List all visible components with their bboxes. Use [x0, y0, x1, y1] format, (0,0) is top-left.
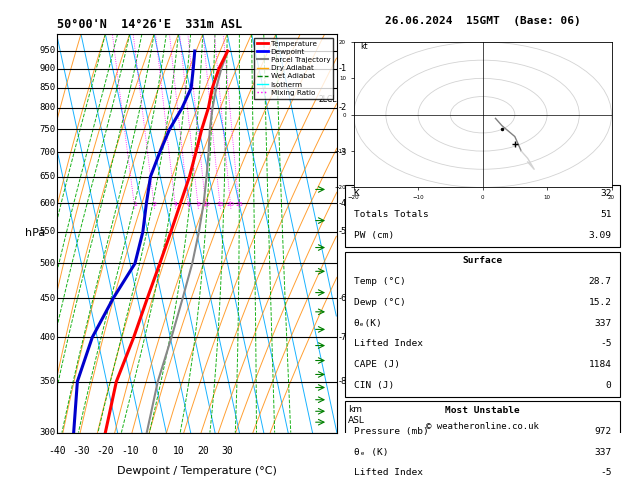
Text: 300: 300 — [39, 428, 55, 437]
Text: θₑ(K): θₑ(K) — [353, 318, 382, 328]
Text: Surface: Surface — [462, 257, 503, 265]
Text: Temp (°C): Temp (°C) — [353, 277, 406, 286]
Text: 20: 20 — [227, 202, 235, 207]
Text: 30: 30 — [221, 447, 233, 456]
Text: -6: -6 — [338, 294, 347, 303]
Text: 2LCL: 2LCL — [318, 95, 337, 104]
Text: -30: -30 — [72, 447, 90, 456]
Text: 10: 10 — [172, 447, 184, 456]
Text: -40: -40 — [48, 447, 65, 456]
Text: 26.06.2024  15GMT  (Base: 06): 26.06.2024 15GMT (Base: 06) — [385, 16, 581, 26]
Text: Pressure (mb): Pressure (mb) — [353, 427, 428, 436]
Text: 50°00'N  14°26'E  331m ASL: 50°00'N 14°26'E 331m ASL — [57, 18, 242, 32]
Text: -3: -3 — [338, 148, 347, 156]
Text: -10: -10 — [121, 447, 138, 456]
Bar — [345, 252, 620, 397]
Text: -8: -8 — [338, 377, 347, 386]
Text: 400: 400 — [39, 333, 55, 342]
Text: -5: -5 — [338, 227, 347, 236]
Text: 0: 0 — [151, 447, 157, 456]
Text: 337: 337 — [594, 448, 611, 457]
Text: -20: -20 — [96, 447, 114, 456]
Bar — [345, 401, 620, 486]
Text: © weatheronline.co.uk: © weatheronline.co.uk — [426, 421, 539, 431]
Text: -5: -5 — [600, 469, 611, 477]
Text: 450: 450 — [39, 294, 55, 303]
Text: -1: -1 — [338, 64, 347, 73]
Text: Lifted Index: Lifted Index — [353, 469, 423, 477]
Text: CAPE (J): CAPE (J) — [353, 360, 399, 369]
Text: θₑ (K): θₑ (K) — [353, 448, 388, 457]
Text: 3.09: 3.09 — [589, 231, 611, 240]
Text: 2: 2 — [152, 202, 157, 207]
Text: km
ASL: km ASL — [348, 405, 365, 425]
Text: 650: 650 — [39, 172, 55, 181]
Text: 900: 900 — [39, 64, 55, 73]
Text: kt: kt — [360, 42, 368, 51]
Text: 8: 8 — [196, 202, 200, 207]
Text: 10: 10 — [202, 202, 210, 207]
Text: 972: 972 — [594, 427, 611, 436]
Text: 15.2: 15.2 — [589, 298, 611, 307]
Text: Dewp (°C): Dewp (°C) — [353, 298, 406, 307]
Text: -4: -4 — [338, 199, 347, 208]
Text: Most Unstable: Most Unstable — [445, 406, 520, 415]
Text: -5: -5 — [600, 339, 611, 348]
Text: 500: 500 — [39, 259, 55, 268]
Text: Lifted Index: Lifted Index — [353, 339, 423, 348]
Text: -2: -2 — [338, 104, 347, 112]
Text: 337: 337 — [594, 318, 611, 328]
Bar — [345, 185, 620, 247]
Text: 15: 15 — [216, 202, 225, 207]
Text: 700: 700 — [39, 148, 55, 156]
Text: 4: 4 — [174, 202, 177, 207]
Legend: Temperature, Dewpoint, Parcel Trajectory, Dry Adiabat, Wet Adiabat, Isotherm, Mi: Temperature, Dewpoint, Parcel Trajectory… — [254, 37, 333, 99]
Text: CIN (J): CIN (J) — [353, 381, 394, 390]
Text: 350: 350 — [39, 377, 55, 386]
Text: -7: -7 — [338, 333, 347, 342]
Text: 850: 850 — [39, 83, 55, 92]
Text: 0: 0 — [606, 381, 611, 390]
Text: 800: 800 — [39, 104, 55, 112]
Text: Dewpoint / Temperature (°C): Dewpoint / Temperature (°C) — [117, 467, 277, 476]
Text: 32: 32 — [600, 190, 611, 198]
Text: 6: 6 — [187, 202, 191, 207]
Text: PW (cm): PW (cm) — [353, 231, 394, 240]
Text: 950: 950 — [39, 47, 55, 55]
Text: Mixing Ratio (g/kg): Mixing Ratio (g/kg) — [357, 89, 365, 169]
Text: 600: 600 — [39, 199, 55, 208]
Text: 28.7: 28.7 — [589, 277, 611, 286]
Text: 750: 750 — [39, 125, 55, 134]
Text: Totals Totals: Totals Totals — [353, 210, 428, 219]
Text: 25: 25 — [235, 202, 243, 207]
Text: hPa: hPa — [25, 228, 46, 238]
Text: 51: 51 — [600, 210, 611, 219]
Text: K: K — [353, 190, 359, 198]
Text: 1184: 1184 — [589, 360, 611, 369]
Text: 20: 20 — [197, 447, 209, 456]
Text: 550: 550 — [39, 227, 55, 236]
Text: 1: 1 — [133, 202, 136, 207]
